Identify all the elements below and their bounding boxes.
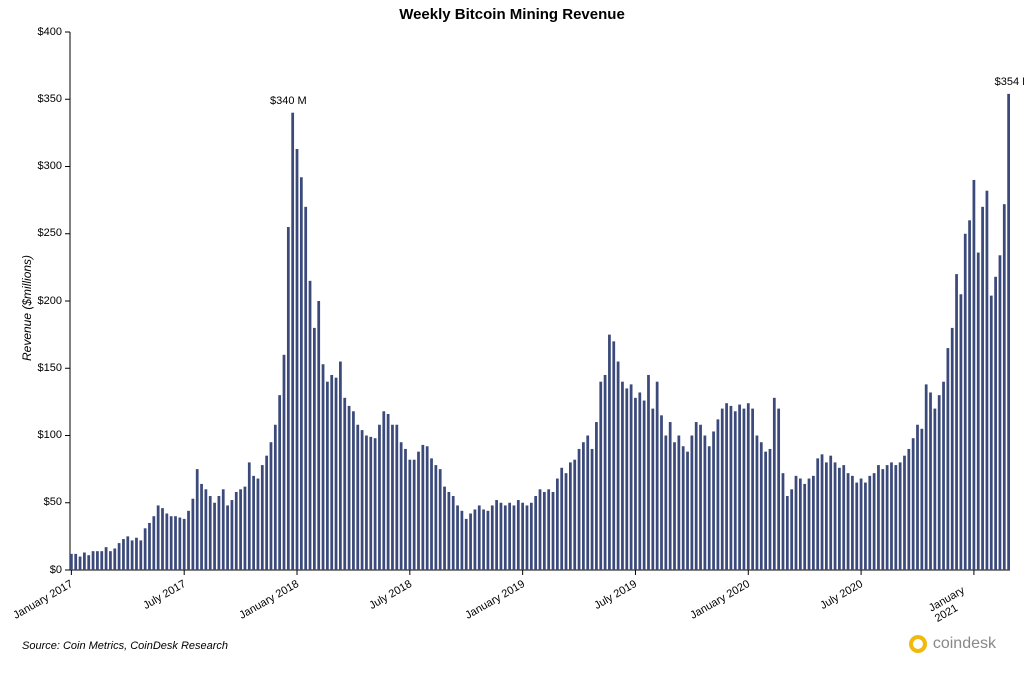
y-tick-label: $50 bbox=[22, 496, 62, 508]
y-tick-label: $350 bbox=[22, 93, 62, 105]
y-tick-label: $100 bbox=[22, 429, 62, 441]
y-tick-label: $400 bbox=[22, 26, 62, 38]
coindesk-brand-text: coindesk bbox=[933, 635, 996, 653]
chart-title: Weekly Bitcoin Mining Revenue bbox=[0, 6, 1024, 23]
coindesk-ring-icon bbox=[909, 635, 927, 653]
chart-annotation: $354 M bbox=[983, 76, 1024, 88]
source-text: Source: Coin Metrics, CoinDesk Research bbox=[22, 640, 228, 652]
chart-svg bbox=[0, 0, 1024, 673]
y-tick-label: $150 bbox=[22, 362, 62, 374]
y-axis-label: Revenue ($millions) bbox=[20, 255, 34, 361]
y-tick-label: $200 bbox=[22, 295, 62, 307]
chart-annotation: $340 M bbox=[258, 95, 318, 107]
chart-container: Weekly Bitcoin Mining Revenue Revenue ($… bbox=[0, 0, 1024, 673]
coindesk-logo: coindesk bbox=[909, 635, 996, 653]
y-tick-label: $0 bbox=[22, 564, 62, 576]
y-tick-label: $250 bbox=[22, 227, 62, 239]
y-tick-label: $300 bbox=[22, 160, 62, 172]
